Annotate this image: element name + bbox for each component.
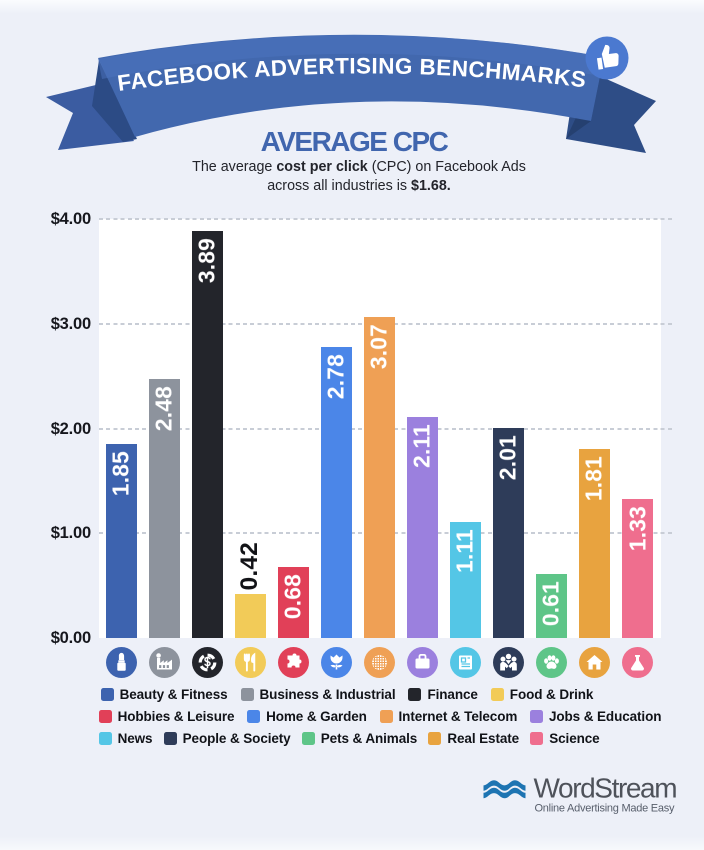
svg-text:WordStream: WordStream <box>534 773 677 804</box>
svg-text:Online Advertising Made Easy: Online Advertising Made Easy <box>535 803 675 815</box>
